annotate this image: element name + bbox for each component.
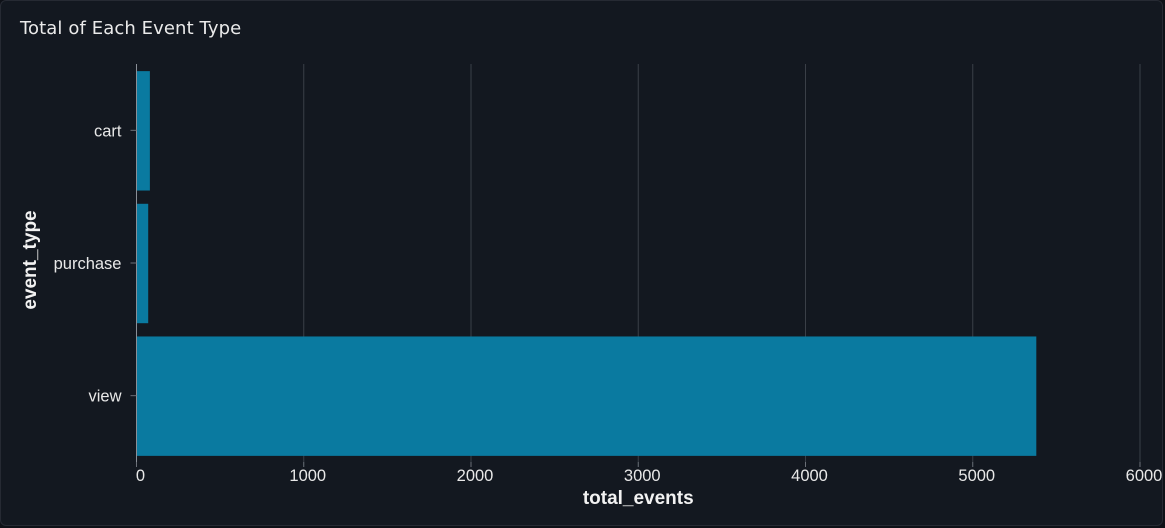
x-tick-label: 3000 — [624, 467, 661, 485]
x-tick-label: 6000 — [1126, 467, 1163, 485]
x-tick-label: 4000 — [791, 467, 828, 485]
y-tick-label: cart — [94, 122, 122, 140]
y-tick-label: purchase — [54, 255, 122, 273]
bar-cart — [136, 71, 150, 191]
y-tick-label: view — [88, 388, 121, 406]
chart-title: Total of Each Event Type — [20, 18, 242, 39]
x-axis-title: total_events — [583, 488, 694, 509]
x-tick-label: 1000 — [289, 467, 326, 485]
y-axis-title: event_type — [20, 210, 41, 309]
bar-purchase — [136, 203, 149, 324]
x-tick-label: 5000 — [958, 467, 995, 485]
y-axis-ticks: cart purchase view — [54, 122, 137, 406]
x-tick-label: 0 — [136, 467, 145, 485]
bar-view — [136, 336, 1037, 456]
x-tick-label: 2000 — [457, 467, 494, 485]
bars — [136, 71, 1037, 456]
x-axis-ticks: 0 1000 2000 3000 4000 5000 6000 — [136, 462, 1162, 485]
